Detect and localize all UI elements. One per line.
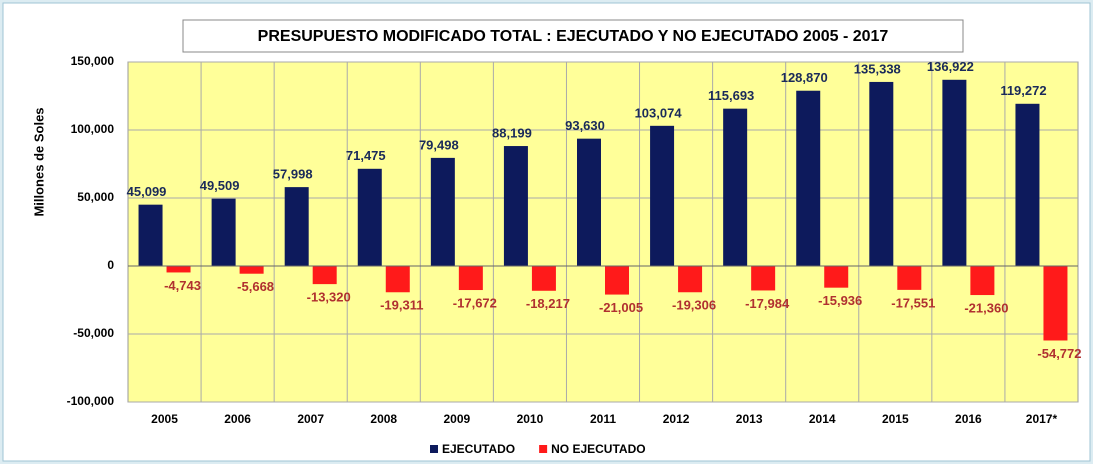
x-tick-label: 2005 xyxy=(151,412,178,426)
bar xyxy=(1043,266,1068,341)
bar xyxy=(970,266,995,296)
bar xyxy=(577,138,601,266)
bar xyxy=(942,79,967,267)
x-tick-label: 2015 xyxy=(882,412,909,426)
bar xyxy=(723,108,748,266)
data-label: 103,074 xyxy=(635,105,683,120)
bar xyxy=(211,198,236,266)
data-label: 115,693 xyxy=(708,88,754,103)
data-label: 71,475 xyxy=(346,148,386,163)
data-label: 119,272 xyxy=(1000,83,1046,98)
bar xyxy=(385,266,410,293)
data-label: 45,099 xyxy=(127,184,167,199)
x-tick-label: 2012 xyxy=(663,412,690,426)
x-tick-label: 2014 xyxy=(809,412,836,426)
bar xyxy=(312,266,337,285)
data-label: -17,551 xyxy=(891,295,935,310)
bar xyxy=(796,90,821,266)
y-tick-label: 50,000 xyxy=(77,190,114,204)
x-tick-label: 2008 xyxy=(370,412,397,426)
y-tick-label: 150,000 xyxy=(71,54,115,68)
data-label: 49,509 xyxy=(200,178,240,193)
bar xyxy=(824,266,849,288)
bar xyxy=(166,266,191,273)
y-tick-label: 0 xyxy=(107,258,114,272)
data-label: -18,217 xyxy=(526,296,570,311)
chart-title: PRESUPUESTO MODIFICADO TOTAL : EJECUTADO… xyxy=(258,28,889,45)
bar xyxy=(138,204,163,266)
data-label: -54,772 xyxy=(1037,346,1081,361)
y-tick-label: -100,000 xyxy=(67,394,115,408)
bar xyxy=(605,266,629,295)
x-tick-label: 2013 xyxy=(736,412,763,426)
y-axis-title: Millones de Soles xyxy=(31,107,46,216)
data-label: -17,984 xyxy=(745,296,790,311)
legend-label: NO EJECUTADO xyxy=(551,442,645,456)
plot-area xyxy=(127,61,1079,403)
x-tick-label: 2009 xyxy=(443,412,470,426)
x-tick-label: 2011 xyxy=(590,412,616,426)
bar xyxy=(531,266,556,291)
data-label: 128,870 xyxy=(781,70,828,85)
bar xyxy=(357,168,382,266)
data-label: -13,320 xyxy=(307,290,351,305)
data-label: -4,743 xyxy=(164,278,201,293)
bar xyxy=(751,266,776,291)
data-label: -5,668 xyxy=(237,279,274,294)
bar xyxy=(1015,103,1040,267)
x-tick-label: 2007 xyxy=(297,412,324,426)
x-tick-label: 2016 xyxy=(955,412,982,426)
y-tick-label: -50,000 xyxy=(73,326,114,340)
data-label: 79,498 xyxy=(419,137,459,152)
bar xyxy=(458,266,483,291)
bar xyxy=(678,266,703,293)
legend-label: EJECUTADO xyxy=(442,442,515,456)
legend-swatch xyxy=(539,445,548,453)
data-label: -19,306 xyxy=(672,298,716,313)
data-label: 88,199 xyxy=(492,125,532,140)
bar xyxy=(897,266,922,290)
bar xyxy=(430,157,455,266)
data-label: 136,922 xyxy=(927,59,974,74)
bar xyxy=(239,266,264,274)
data-label: 57,998 xyxy=(273,167,313,182)
bar xyxy=(284,187,309,266)
y-tick-label: 100,000 xyxy=(71,122,115,136)
data-label: 135,338 xyxy=(854,61,901,76)
x-tick-label: 2017* xyxy=(1026,412,1058,426)
data-label: -21,005 xyxy=(599,300,643,315)
title-box xyxy=(182,19,964,53)
bar xyxy=(650,125,675,266)
data-label: -21,360 xyxy=(964,300,1008,315)
bar xyxy=(869,81,894,266)
legend-swatch xyxy=(430,445,438,453)
data-label: -15,936 xyxy=(818,293,862,308)
bar xyxy=(503,146,528,266)
data-label: 93,630 xyxy=(565,118,605,133)
data-label: -19,311 xyxy=(380,298,423,313)
x-tick-label: 2010 xyxy=(517,412,544,426)
x-tick-label: 2006 xyxy=(224,412,251,426)
data-label: -17,672 xyxy=(453,295,497,310)
